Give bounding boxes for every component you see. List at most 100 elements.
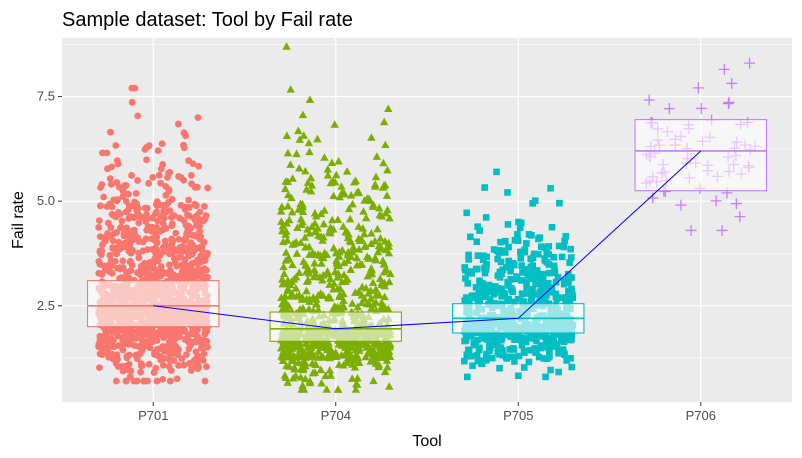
data-point (294, 126, 303, 135)
data-point (299, 385, 309, 393)
data-point (286, 85, 295, 93)
data-point (549, 340, 557, 348)
data-point (568, 335, 575, 343)
data-point (117, 223, 125, 231)
data-point (108, 350, 116, 358)
data-point (384, 304, 393, 313)
data-point (371, 255, 380, 264)
data-point (502, 353, 510, 361)
data-point (107, 128, 114, 136)
data-point (685, 224, 697, 236)
data-point (523, 287, 531, 294)
data-point (370, 347, 379, 356)
data-point (304, 304, 314, 313)
data-point (122, 340, 129, 348)
data-point (371, 285, 381, 293)
data-point (162, 191, 170, 199)
data-point (165, 250, 173, 258)
data-point (153, 198, 161, 206)
data-point (496, 274, 504, 281)
y-tick-label: 2.5 (37, 298, 55, 313)
data-point (367, 269, 377, 277)
data-point (563, 357, 571, 364)
data-point (325, 366, 334, 374)
data-point (113, 179, 121, 186)
data-point (97, 349, 105, 357)
data-point (185, 345, 193, 353)
data-point (280, 297, 290, 306)
x-axis-title: Tool (412, 433, 441, 450)
data-point (180, 217, 188, 224)
data-point (159, 161, 167, 168)
x-tick-label: P704 (321, 408, 351, 423)
data-point (162, 242, 169, 250)
data-point (317, 259, 326, 267)
data-point (320, 248, 329, 257)
data-point (378, 353, 388, 362)
data-point (313, 134, 322, 143)
data-point (277, 352, 286, 360)
data-point (292, 249, 302, 257)
data-point (185, 338, 193, 346)
data-point (183, 351, 190, 359)
data-point (509, 353, 516, 361)
data-point (157, 179, 164, 187)
data-point (529, 254, 537, 262)
data-point (146, 344, 154, 351)
data-point (279, 347, 288, 356)
data-point (188, 328, 196, 336)
data-point (350, 363, 360, 371)
data-point (95, 224, 103, 231)
data-point (96, 233, 104, 241)
data-point (151, 255, 159, 263)
data-point (377, 342, 386, 351)
data-point (174, 272, 181, 280)
data-point (314, 347, 323, 355)
data-point (560, 338, 568, 346)
data-point (515, 218, 522, 226)
data-point (358, 224, 368, 232)
data-point (175, 235, 183, 243)
data-point (278, 237, 288, 246)
data-point (160, 214, 168, 222)
data-point (474, 336, 481, 344)
data-point (497, 238, 504, 246)
data-point (543, 292, 550, 299)
data-point (121, 182, 129, 189)
data-point (379, 117, 389, 126)
data-point (153, 377, 161, 385)
data-point (278, 221, 287, 230)
data-point (348, 299, 357, 307)
data-point (125, 202, 133, 210)
data-point (555, 349, 562, 357)
data-point (284, 301, 293, 310)
data-point (550, 331, 557, 338)
data-point (164, 327, 171, 335)
data-point (525, 358, 533, 366)
data-point (193, 183, 201, 191)
data-point (346, 237, 356, 246)
data-point (180, 176, 188, 184)
data-point (357, 298, 367, 307)
data-point (463, 294, 470, 301)
data-point (533, 280, 541, 288)
data-point (362, 343, 371, 351)
data-point (515, 372, 522, 380)
data-point (692, 82, 704, 94)
data-point (106, 175, 114, 182)
data-point (152, 238, 160, 246)
data-point (373, 224, 382, 233)
data-point (123, 354, 131, 362)
data-point (479, 279, 486, 287)
data-point (128, 261, 136, 269)
data-point (131, 84, 139, 92)
data-point (362, 299, 372, 307)
data-point (286, 292, 295, 300)
data-point (357, 282, 367, 291)
data-point (348, 374, 357, 382)
data-point (368, 278, 378, 287)
data-point (144, 223, 152, 230)
data-point (513, 273, 521, 281)
data-point (354, 245, 364, 253)
data-point (561, 334, 569, 342)
